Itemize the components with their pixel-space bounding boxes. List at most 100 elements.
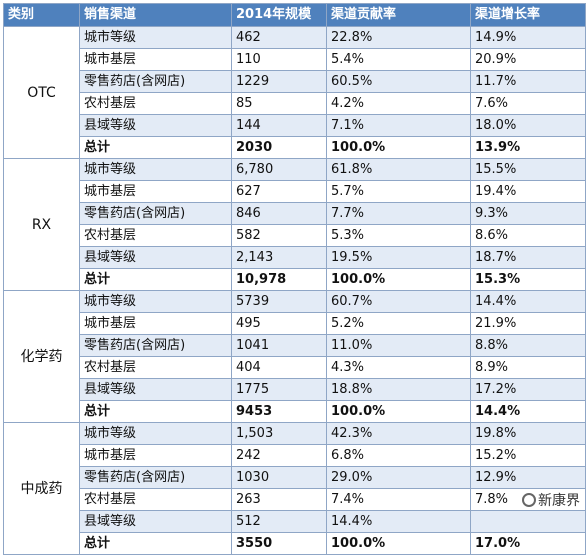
growth-cell: 18.0%: [470, 114, 586, 137]
channel-cell: 农村基层: [79, 356, 232, 379]
contribution-cell: 100.0%: [326, 268, 471, 291]
scale-cell: 5739: [231, 290, 327, 313]
channel-cell: 总计: [79, 268, 232, 291]
scale-cell: 2,143: [231, 246, 327, 269]
scale-cell: 404: [231, 356, 327, 379]
table-row: 城市基层 627 5.7% 19.4%: [4, 180, 586, 203]
growth-cell: 21.9%: [470, 312, 586, 335]
channel-cell: 城市等级: [79, 26, 232, 49]
table-row-total: 总计 10,978 100.0% 15.3%: [4, 268, 586, 291]
channel-cell: 零售药店(含网店): [79, 334, 232, 357]
contribution-cell: 5.3%: [326, 224, 471, 247]
channel-cell: 城市等级: [79, 422, 232, 445]
scale-cell: 263: [231, 488, 327, 511]
growth-cell: 7.6%: [470, 92, 586, 115]
table-row: 城市基层 110 5.4% 20.9%: [4, 48, 586, 71]
growth-cell: 17.2%: [470, 378, 586, 401]
scale-cell: 1030: [231, 466, 327, 489]
growth-cell: 19.8%: [470, 422, 586, 445]
header-row: 类别 销售渠道 2014年规模 渠道贡献率 渠道增长率: [3, 3, 586, 27]
contribution-cell: 7.4%: [326, 488, 471, 511]
contribution-cell: 6.8%: [326, 444, 471, 467]
channel-cell: 县域等级: [79, 378, 232, 401]
contribution-cell: 5.4%: [326, 48, 471, 71]
growth-cell: 9.3%: [470, 202, 586, 225]
scale-cell: 1,503: [231, 422, 327, 445]
channel-cell: 总计: [79, 136, 232, 159]
growth-cell: 14.4%: [470, 290, 586, 313]
contribution-cell: 100.0%: [326, 136, 471, 159]
scale-cell: 6,780: [231, 158, 327, 181]
channel-cell: 零售药店(含网店): [79, 202, 232, 225]
table-row: 县域等级 1775 18.8% 17.2%: [4, 378, 586, 401]
scale-cell: 10,978: [231, 268, 327, 291]
scale-cell: 582: [231, 224, 327, 247]
growth-cell: 11.7%: [470, 70, 586, 93]
table-row: 城市基层 242 6.8% 15.2%: [4, 444, 586, 467]
table-row-total: 总计 3550 100.0% 17.0%: [4, 532, 586, 555]
channel-cell: 农村基层: [79, 224, 232, 247]
growth-cell: 14.9%: [470, 26, 586, 49]
table-body: OTC 城市等级 462 22.8% 14.9% 城市基层 110 5.4% 20.9% 零售药店…: [3, 26, 586, 555]
growth-cell: 17.0%: [470, 532, 586, 555]
table-row: 县域等级 2,143 19.5% 18.7%: [4, 246, 586, 269]
growth-cell: 15.3%: [470, 268, 586, 291]
channel-cell: 城市基层: [79, 48, 232, 71]
table-row-total: 总计 2030 100.0% 13.9%: [4, 136, 586, 159]
scale-cell: 85: [231, 92, 327, 115]
growth-cell: 14.4%: [470, 400, 586, 423]
channel-cell: 城市基层: [79, 312, 232, 335]
growth-cell: 12.9%: [470, 466, 586, 489]
header-contribution: 渠道贡献率: [326, 3, 471, 27]
channel-cell: 城市等级: [79, 290, 232, 313]
logo-icon: [522, 493, 536, 507]
header-channel: 销售渠道: [79, 3, 232, 27]
contribution-cell: 5.2%: [326, 312, 471, 335]
channel-cell: 农村基层: [79, 488, 232, 511]
table-row: 农村基层 404 4.3% 8.9%: [4, 356, 586, 379]
growth-cell: 20.9%: [470, 48, 586, 71]
growth-cell: [470, 510, 586, 533]
contribution-cell: 19.5%: [326, 246, 471, 269]
scale-cell: 1229: [231, 70, 327, 93]
growth-cell: 8.6%: [470, 224, 586, 247]
table-row: 农村基层 85 4.2% 7.6%: [4, 92, 586, 115]
table-row: 城市基层 495 5.2% 21.9%: [4, 312, 586, 335]
channel-cell: 县域等级: [79, 510, 232, 533]
category-cell: RX: [3, 158, 80, 291]
category-cell: 化学药: [3, 290, 80, 423]
growth-cell: 15.2%: [470, 444, 586, 467]
channel-cell: 城市基层: [79, 180, 232, 203]
table-row: 县域等级 512 14.4%: [4, 510, 586, 533]
contribution-cell: 7.7%: [326, 202, 471, 225]
category-cell: OTC: [3, 26, 80, 159]
channel-cell: 县域等级: [79, 246, 232, 269]
table-row: 零售药店(含网店) 1041 11.0% 8.8%: [4, 334, 586, 357]
scale-cell: 9453: [231, 400, 327, 423]
category-cell: 中成药: [3, 422, 80, 555]
contribution-cell: 61.8%: [326, 158, 471, 181]
growth-cell: 8.8%: [470, 334, 586, 357]
channel-cell: 总计: [79, 400, 232, 423]
table-row-total: 总计 9453 100.0% 14.4%: [4, 400, 586, 423]
contribution-cell: 5.7%: [326, 180, 471, 203]
table-row: 农村基层 263 7.4% 7.8%: [4, 488, 586, 511]
contribution-cell: 100.0%: [326, 400, 471, 423]
scale-cell: 242: [231, 444, 327, 467]
header-growth: 渠道增长率: [470, 3, 586, 27]
scale-cell: 495: [231, 312, 327, 335]
scale-cell: 110: [231, 48, 327, 71]
table-row: 中成药 城市等级 1,503 42.3% 19.8%: [3, 422, 586, 555]
table-row: 农村基层 582 5.3% 8.6%: [4, 224, 586, 247]
contribution-cell: 22.8%: [326, 26, 471, 49]
channel-cell: 县域等级: [79, 114, 232, 137]
contribution-cell: 60.7%: [326, 290, 471, 313]
table-row: 零售药店(含网店) 1030 29.0% 12.9%: [4, 466, 586, 489]
contribution-cell: 11.0%: [326, 334, 471, 357]
sales-channel-table: 类别 销售渠道 2014年规模 渠道贡献率 渠道增长率 OTC 城市等级 462 22…: [3, 3, 586, 555]
contribution-cell: 42.3%: [326, 422, 471, 445]
page: 类别 销售渠道 2014年规模 渠道贡献率 渠道增长率 OTC 城市等级 462 22…: [3, 3, 586, 555]
logo-text: 新康界: [538, 493, 580, 509]
table-row: 零售药店(含网店) 846 7.7% 9.3%: [4, 202, 586, 225]
channel-cell: 总计: [79, 532, 232, 555]
